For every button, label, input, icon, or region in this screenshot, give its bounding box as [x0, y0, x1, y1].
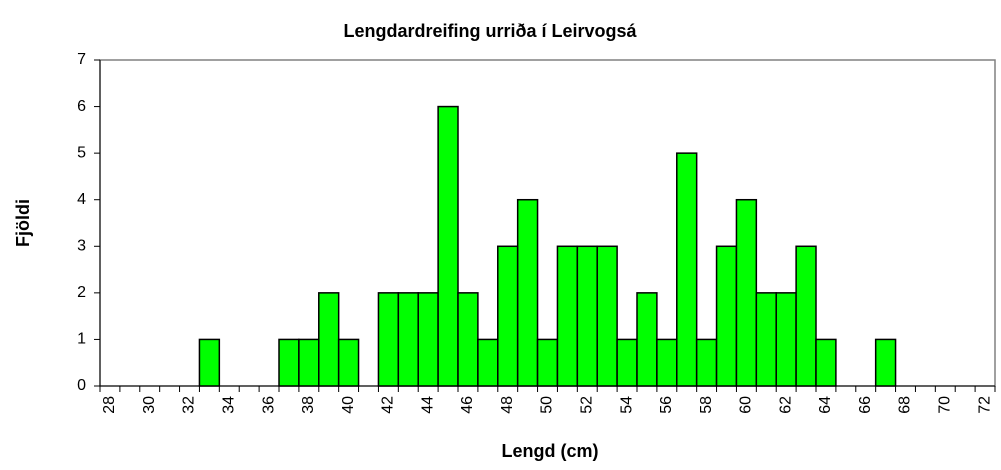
y-tick-label: 5 [77, 144, 86, 161]
bar [636, 292, 658, 387]
x-tick-label: 70 [936, 396, 953, 414]
bar [477, 338, 499, 387]
x-tick-label: 30 [141, 396, 158, 414]
bar [298, 338, 320, 387]
y-tick-label: 3 [77, 238, 86, 255]
plot-border [99, 59, 996, 387]
x-tick-label: 58 [698, 396, 715, 414]
x-tick-label: 46 [459, 396, 476, 414]
bar [278, 338, 300, 387]
x-tick-label: 66 [857, 396, 874, 414]
bar [695, 338, 718, 387]
x-tick-label: 34 [220, 396, 237, 414]
bar [457, 292, 479, 387]
x-tick-label: 40 [340, 396, 357, 414]
x-tick-label: 56 [658, 396, 675, 414]
x-axis-title: Lengd (cm) [502, 441, 599, 461]
y-tick-label: 0 [77, 377, 86, 394]
bar [397, 292, 419, 387]
y-tick-label: 6 [77, 98, 86, 115]
x-tick-label: 60 [738, 396, 755, 414]
x-tick-label: 38 [300, 396, 317, 414]
x-tick-label: 32 [181, 396, 198, 414]
x-tick-label: 28 [101, 396, 118, 414]
chart-title: Lengdardreifing urriða í Leirvogsá [343, 21, 637, 41]
x-tick-label: 64 [817, 396, 834, 414]
x-tick-label: 36 [260, 396, 277, 414]
bar [536, 338, 559, 387]
bar [576, 245, 598, 387]
bar [417, 292, 439, 387]
bar [198, 338, 221, 387]
bar [815, 338, 837, 387]
bar [556, 245, 579, 387]
y-tick-label: 1 [77, 331, 86, 348]
bar [437, 105, 459, 387]
x-tick-label: 62 [777, 396, 794, 414]
x-tick-label: 50 [539, 396, 556, 414]
bar [775, 292, 797, 387]
x-tick-label: 42 [380, 396, 397, 414]
bar [676, 152, 698, 387]
bar [616, 338, 638, 387]
bar [337, 338, 360, 387]
bar [715, 245, 738, 387]
bar [377, 292, 400, 387]
bar [874, 338, 897, 387]
y-tick-label: 4 [77, 191, 86, 208]
y-tick-label: 7 [77, 51, 86, 68]
bar [516, 198, 539, 387]
bar [656, 338, 678, 387]
x-tick-label: 44 [419, 396, 436, 414]
y-axis-title: Fjöldi [13, 199, 33, 247]
y-tick-label: 2 [77, 284, 86, 301]
bar [596, 245, 618, 387]
x-tick-label: 72 [976, 396, 993, 414]
bar [497, 245, 519, 387]
bar [755, 292, 777, 387]
x-tick-label: 52 [578, 396, 595, 414]
x-tick-label: 68 [897, 396, 914, 414]
bar [795, 245, 817, 387]
bar [735, 198, 758, 387]
x-tick-label: 48 [499, 396, 516, 414]
x-tick-label: 54 [618, 396, 635, 414]
bar [318, 292, 340, 387]
